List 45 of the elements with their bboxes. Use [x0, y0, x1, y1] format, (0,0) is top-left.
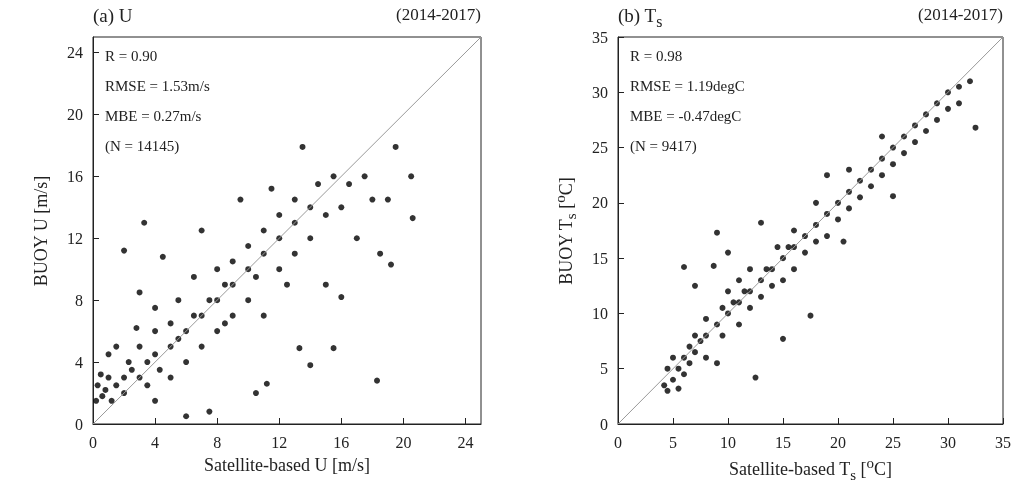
y-tick-label: 4 [75, 353, 83, 371]
y-tick-label: 10 [592, 304, 608, 322]
y-tick-label: 20 [67, 105, 83, 123]
x-tick-label: 12 [271, 433, 288, 451]
annotation: MBE = -0.47degC [630, 108, 742, 124]
y-tick-label: 15 [592, 249, 608, 267]
y-tick-label: 25 [592, 139, 608, 157]
x-tick-label: 15 [775, 433, 791, 451]
annotation: RMSE = 1.19degC [630, 78, 745, 94]
y-tick-label: 12 [67, 229, 83, 247]
y-tick-label: 0 [75, 415, 83, 433]
x-axis-title: Satellite-based U [m/s] [204, 455, 370, 475]
x-tick-label: 20 [395, 433, 412, 451]
y-axis-title: BUOY U [m/s] [31, 175, 51, 286]
y-tick-label: 30 [592, 83, 608, 101]
annotation: R = 0.98 [630, 48, 683, 64]
x-tick-label: 4 [151, 433, 160, 451]
x-tick-label: 35 [995, 433, 1011, 451]
chart-title: (b) T$_{s}$ [618, 5, 663, 30]
annotation: R = 0.90 [105, 48, 158, 64]
y-tick-label: 8 [75, 291, 83, 309]
y-tick-label: 5 [600, 360, 608, 378]
x-tick-label: 10 [720, 433, 736, 451]
y-tick-label: 16 [67, 167, 83, 185]
x-tick-label: 8 [213, 433, 222, 451]
x-tick-label: 0 [89, 433, 97, 451]
y-tick-label: 35 [592, 28, 608, 46]
chart-title: (a) U [93, 5, 133, 26]
y-tick-label: 24 [67, 43, 83, 61]
annotation: (N = 9417) [630, 138, 697, 154]
x-tick-label: 0 [614, 433, 622, 451]
x-tick-label: 30 [940, 433, 956, 451]
x-tick-label: 5 [669, 433, 677, 451]
annotation: RMSE = 1.53m/s [105, 78, 210, 94]
annotation: MBE = 0.27m/s [105, 108, 202, 124]
chart-subtitle: (2014-2017) [918, 5, 1003, 24]
x-axis-title: Satellite-based T$_{s}$ [$^{o}$C] [729, 455, 892, 483]
chart-subtitle: (2014-2017) [396, 5, 481, 24]
x-tick-label: 25 [885, 433, 901, 451]
annotation: (N = 14145) [105, 138, 180, 154]
x-tick-label: 24 [457, 433, 474, 451]
y-tick-label: 20 [592, 194, 608, 212]
x-tick-label: 16 [333, 433, 350, 451]
y-tick-label: 0 [600, 415, 608, 433]
x-tick-label: 20 [830, 433, 846, 451]
